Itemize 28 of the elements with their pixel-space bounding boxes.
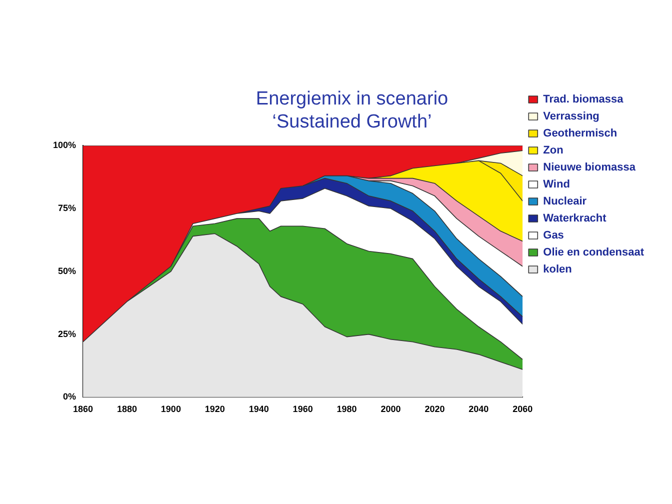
legend-label: Verrassing <box>543 110 600 123</box>
x-tick-label: 2020 <box>424 404 445 414</box>
x-tick-label: 1940 <box>248 404 269 414</box>
x-tick-label: 1900 <box>160 404 181 414</box>
y-tick-label: 75% <box>58 202 76 213</box>
y-tick-label: 100% <box>52 140 76 150</box>
x-tick-label: 2000 <box>380 404 401 414</box>
y-tick-label: 50% <box>58 266 76 276</box>
legend-label: Trad. biomassa <box>543 94 624 106</box>
x-tick-label: 1880 <box>116 404 137 414</box>
legend-label: kolen <box>543 264 572 276</box>
chart-title: Energiemix in scenario ‘Sustained Growth’ <box>256 88 448 132</box>
legend-label: Geothermisch <box>543 128 618 140</box>
x-tick-label: 2040 <box>468 404 489 414</box>
y-tick-label: 0% <box>63 392 76 402</box>
legend-label: Olie en condensaat <box>543 246 644 259</box>
x-tick-label: 1860 <box>73 404 94 414</box>
y-tick-label: 25% <box>58 328 76 339</box>
legend-label: Wind <box>543 178 570 191</box>
legend-label: Gas <box>543 230 564 242</box>
legend-label: Waterkracht <box>543 212 607 225</box>
x-tick-label: 2060 <box>512 404 533 414</box>
legend-label: Nucleair <box>543 196 588 208</box>
x-tick-label: 1980 <box>336 404 357 414</box>
legend-label: Nieuwe biomassa <box>543 162 636 174</box>
x-tick-label: 1960 <box>292 404 313 414</box>
legend-label: Zon <box>543 144 564 157</box>
x-tick-label: 1920 <box>204 404 225 414</box>
